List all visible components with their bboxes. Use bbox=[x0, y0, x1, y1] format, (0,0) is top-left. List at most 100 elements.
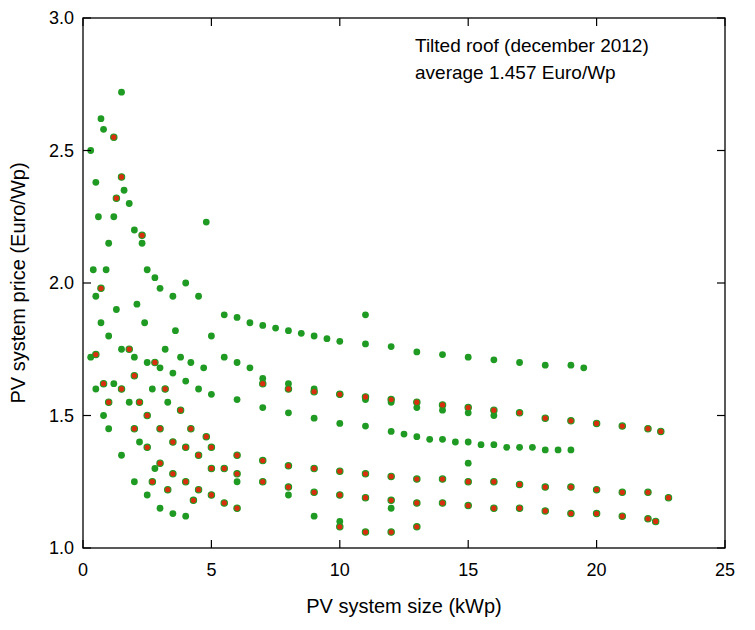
point bbox=[362, 394, 368, 400]
point bbox=[285, 484, 291, 490]
point bbox=[113, 306, 120, 313]
point bbox=[285, 463, 291, 469]
tick bbox=[339, 540, 340, 548]
annotation: average 1.457 Euro/Wp bbox=[415, 62, 616, 83]
point bbox=[105, 399, 111, 405]
tick bbox=[211, 540, 212, 548]
point bbox=[165, 487, 171, 493]
point bbox=[118, 452, 125, 459]
point bbox=[126, 399, 133, 406]
point bbox=[362, 341, 369, 348]
point bbox=[221, 465, 227, 471]
point bbox=[362, 494, 368, 500]
point bbox=[542, 447, 549, 454]
point bbox=[465, 460, 472, 467]
point bbox=[336, 338, 343, 345]
point bbox=[234, 452, 240, 458]
tick bbox=[717, 150, 725, 151]
point bbox=[311, 489, 317, 495]
point bbox=[177, 407, 183, 413]
point bbox=[413, 433, 420, 440]
point bbox=[414, 399, 420, 405]
point bbox=[465, 479, 471, 485]
point bbox=[439, 402, 445, 408]
point bbox=[285, 327, 292, 334]
y-tick-label: 2.5 bbox=[49, 141, 74, 161]
point bbox=[337, 391, 343, 397]
point bbox=[157, 285, 164, 292]
point bbox=[131, 354, 138, 361]
point bbox=[285, 386, 291, 392]
point bbox=[491, 505, 497, 511]
x-tick-label: 10 bbox=[330, 560, 350, 580]
point bbox=[619, 489, 625, 495]
point bbox=[208, 465, 214, 471]
point bbox=[336, 420, 343, 427]
point bbox=[414, 500, 420, 506]
point bbox=[118, 89, 125, 96]
point bbox=[388, 529, 394, 535]
point bbox=[503, 444, 510, 451]
tick bbox=[717, 547, 725, 548]
point bbox=[234, 471, 240, 477]
point bbox=[311, 513, 318, 520]
point bbox=[542, 508, 548, 514]
point bbox=[183, 479, 189, 485]
point bbox=[478, 441, 485, 448]
point bbox=[516, 444, 523, 451]
point bbox=[111, 134, 117, 140]
point bbox=[131, 426, 137, 432]
point bbox=[555, 447, 562, 454]
point bbox=[260, 457, 266, 463]
point bbox=[152, 274, 159, 281]
point bbox=[149, 386, 156, 393]
tick bbox=[717, 17, 725, 18]
point bbox=[118, 174, 124, 180]
point bbox=[234, 396, 241, 403]
point bbox=[401, 431, 408, 438]
point bbox=[157, 426, 163, 432]
point bbox=[183, 444, 189, 450]
tick bbox=[724, 18, 725, 26]
point bbox=[490, 441, 497, 448]
point bbox=[208, 492, 214, 498]
point bbox=[141, 319, 148, 326]
y-tick-label: 2.0 bbox=[49, 273, 74, 293]
y-tick-label: 1.5 bbox=[49, 406, 74, 426]
point bbox=[182, 280, 189, 287]
point bbox=[260, 479, 266, 485]
point bbox=[452, 439, 459, 446]
point bbox=[336, 391, 343, 398]
point bbox=[337, 492, 343, 498]
x-tick-label: 15 bbox=[458, 560, 478, 580]
point bbox=[95, 213, 102, 220]
point bbox=[157, 505, 164, 512]
point bbox=[126, 200, 133, 207]
point bbox=[285, 492, 292, 499]
point bbox=[182, 513, 189, 520]
point bbox=[324, 335, 331, 342]
y-tick-label: 1.0 bbox=[49, 538, 74, 558]
tick bbox=[83, 17, 91, 18]
point bbox=[568, 447, 575, 454]
point bbox=[126, 346, 132, 352]
point bbox=[152, 359, 158, 365]
point bbox=[247, 319, 254, 326]
point bbox=[439, 476, 445, 482]
point bbox=[542, 415, 548, 421]
tick bbox=[717, 415, 725, 416]
point bbox=[490, 356, 497, 363]
point bbox=[177, 354, 184, 361]
point bbox=[105, 333, 112, 340]
point bbox=[259, 322, 266, 329]
point bbox=[170, 439, 176, 445]
point bbox=[92, 179, 99, 186]
point bbox=[593, 487, 599, 493]
point bbox=[658, 428, 664, 434]
point bbox=[98, 115, 105, 122]
point bbox=[388, 343, 395, 350]
point bbox=[414, 476, 420, 482]
point bbox=[619, 513, 625, 519]
point bbox=[203, 434, 209, 440]
point bbox=[593, 420, 599, 426]
